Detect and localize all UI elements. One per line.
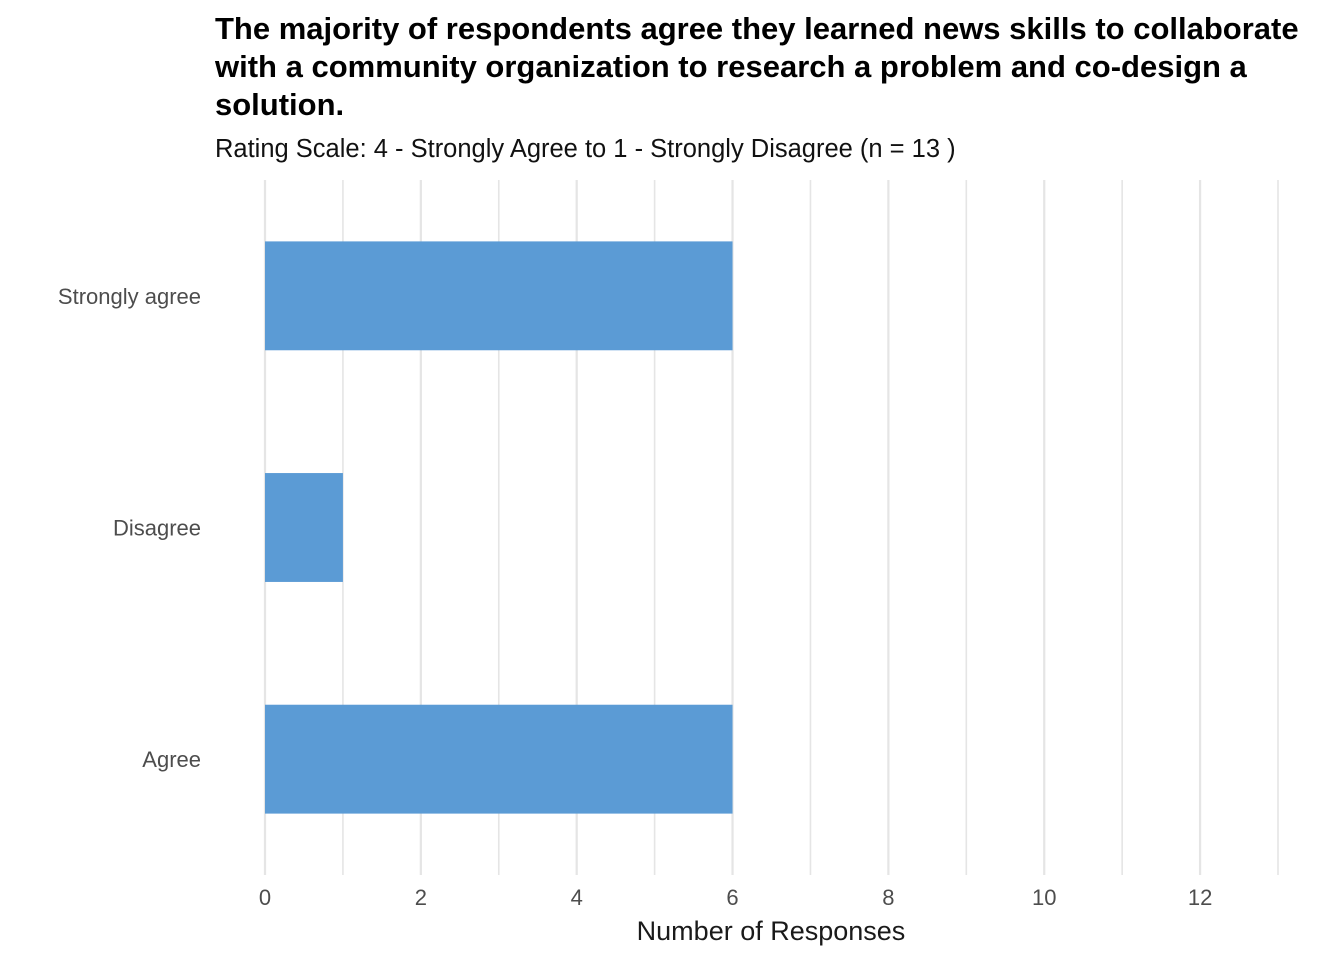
x-axis-tick-label: 0 [259,885,271,910]
x-axis-tick-label: 12 [1188,885,1212,910]
x-axis-tick-label: 10 [1032,885,1056,910]
y-axis-labels: Strongly agree Disagree Agree [58,284,201,772]
x-axis-tick-label: 2 [415,885,427,910]
chart-title: The majority of respondents agree they l… [215,11,1299,122]
x-axis-tick-labels: 0 2 4 6 8 10 12 [259,885,1212,910]
y-axis-label: Strongly agree [58,284,201,309]
x-axis-title: Number of Responses [637,916,906,946]
bars [265,241,733,814]
x-axis-tick-label: 8 [882,885,894,910]
chart-subtitle: Rating Scale: 4 - Strongly Agree to 1 - … [215,135,956,163]
y-axis-label: Agree [142,747,201,772]
x-axis-tick-label: 6 [726,885,738,910]
x-axis-tick-label: 4 [571,885,583,910]
bar-disagree [265,473,343,582]
bar-agree [265,704,733,814]
bar-strongly-agree [265,241,733,351]
y-axis-label: Disagree [113,516,201,541]
